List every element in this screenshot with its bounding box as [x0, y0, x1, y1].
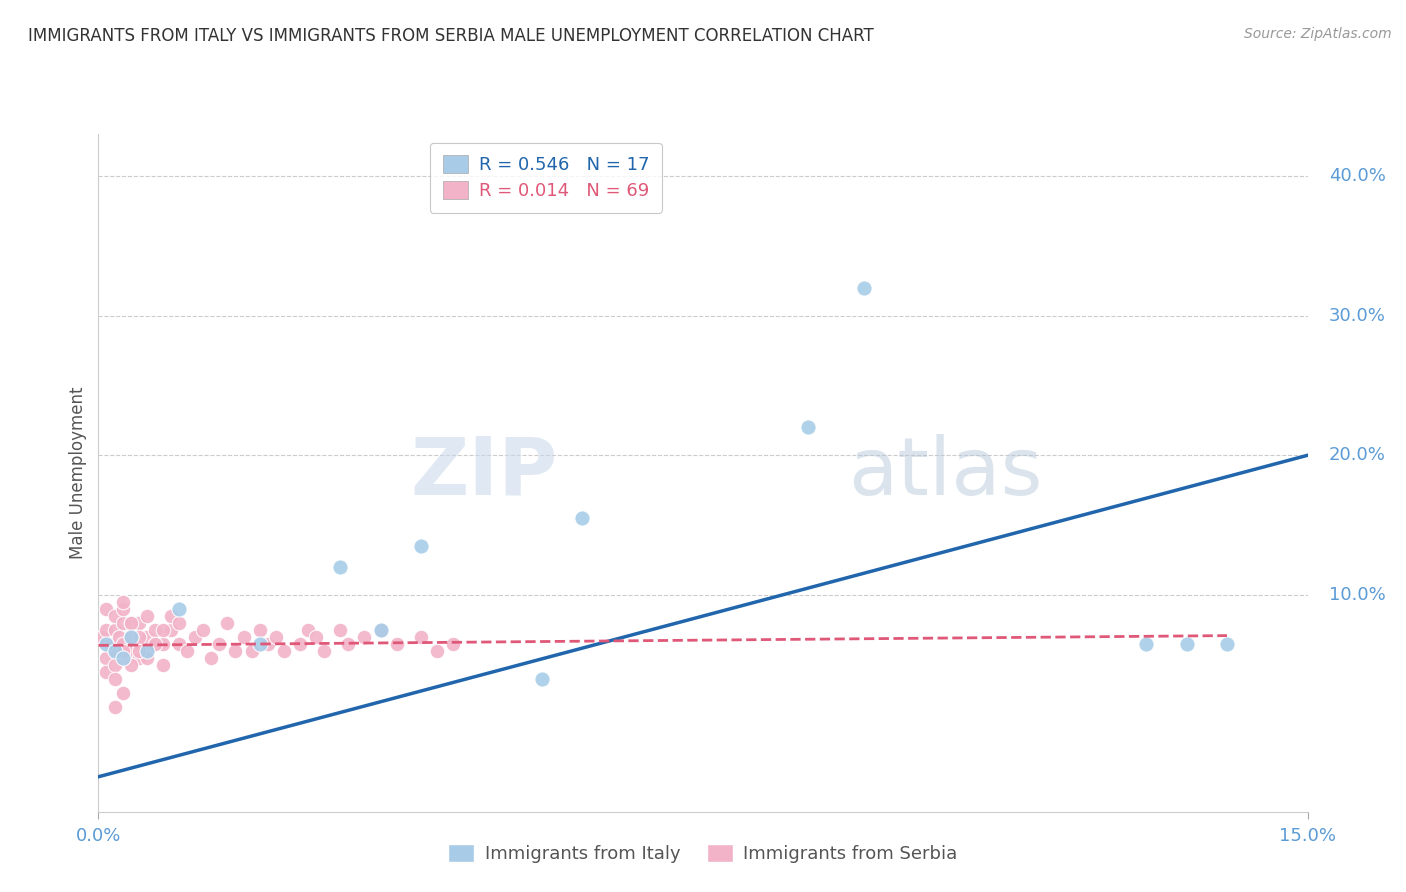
Point: [107, 630, 129, 644]
Point: [160, 623, 183, 637]
Point: [111, 615, 134, 630]
Point: [167, 637, 190, 651]
Point: [337, 637, 360, 651]
Point: [96, 623, 118, 637]
Point: [120, 644, 142, 658]
Point: [1216, 637, 1239, 651]
Point: [128, 644, 150, 658]
Text: 20.0%: 20.0%: [1329, 446, 1385, 465]
Point: [385, 637, 408, 651]
Text: Source: ZipAtlas.com: Source: ZipAtlas.com: [1244, 27, 1392, 41]
Point: [103, 657, 125, 672]
Point: [143, 637, 166, 651]
Point: [111, 637, 134, 651]
Point: [264, 630, 287, 644]
Point: [797, 420, 820, 434]
Point: [273, 644, 295, 658]
Point: [353, 630, 375, 644]
Point: [111, 686, 134, 700]
Text: 40.0%: 40.0%: [1329, 167, 1385, 185]
Text: 30.0%: 30.0%: [1329, 307, 1385, 325]
Point: [305, 630, 328, 644]
Point: [370, 623, 392, 637]
Point: [135, 630, 157, 644]
Point: [288, 637, 311, 651]
Point: [167, 615, 190, 630]
Point: [329, 560, 352, 574]
Point: [96, 651, 118, 665]
Point: [120, 630, 142, 644]
Point: [143, 637, 166, 651]
Point: [135, 644, 157, 658]
Y-axis label: Male Unemployment: Male Unemployment: [69, 386, 87, 559]
Point: [167, 602, 190, 616]
Point: [571, 511, 593, 525]
Point: [103, 623, 125, 637]
Point: [530, 672, 553, 686]
Point: [208, 637, 231, 651]
Text: IMMIGRANTS FROM ITALY VS IMMIGRANTS FROM SERBIA MALE UNEMPLOYMENT CORRELATION CH: IMMIGRANTS FROM ITALY VS IMMIGRANTS FROM…: [28, 27, 875, 45]
Point: [128, 630, 150, 644]
Point: [128, 637, 150, 651]
Point: [111, 651, 134, 665]
Point: [120, 615, 142, 630]
Point: [314, 644, 336, 658]
Point: [193, 623, 215, 637]
Point: [1175, 637, 1198, 651]
Point: [217, 615, 239, 630]
Point: [96, 637, 118, 651]
Point: [426, 644, 449, 658]
Point: [256, 637, 278, 651]
Text: atlas: atlas: [848, 434, 1042, 512]
Point: [103, 672, 125, 686]
Point: [111, 602, 134, 616]
Point: [152, 637, 174, 651]
Point: [111, 644, 134, 658]
Text: 10.0%: 10.0%: [1329, 586, 1385, 604]
Point: [111, 651, 134, 665]
Point: [91, 630, 114, 644]
Point: [249, 623, 271, 637]
Point: [249, 637, 271, 651]
Point: [103, 644, 125, 658]
Point: [329, 623, 352, 637]
Point: [120, 657, 142, 672]
Point: [100, 637, 122, 651]
Point: [176, 644, 198, 658]
Point: [103, 699, 125, 714]
Point: [370, 623, 392, 637]
Point: [853, 280, 876, 294]
Point: [96, 665, 118, 679]
Point: [409, 539, 432, 553]
Point: [96, 602, 118, 616]
Point: [240, 644, 263, 658]
Point: [160, 609, 183, 624]
Point: [224, 644, 246, 658]
Point: [111, 595, 134, 609]
Point: [128, 615, 150, 630]
Point: [184, 630, 207, 644]
Point: [143, 623, 166, 637]
Text: ZIP: ZIP: [411, 434, 558, 512]
Point: [103, 644, 125, 658]
Point: [409, 630, 432, 644]
Legend: Immigrants from Italy, Immigrants from Serbia: Immigrants from Italy, Immigrants from S…: [441, 838, 965, 871]
Point: [135, 609, 157, 624]
Point: [200, 651, 222, 665]
Point: [120, 630, 142, 644]
Point: [297, 623, 319, 637]
Point: [441, 637, 464, 651]
Point: [103, 609, 125, 624]
Point: [135, 644, 157, 658]
Point: [1135, 637, 1157, 651]
Point: [120, 615, 142, 630]
Point: [128, 651, 150, 665]
Point: [135, 651, 157, 665]
Point: [232, 630, 254, 644]
Point: [152, 623, 174, 637]
Point: [152, 657, 174, 672]
